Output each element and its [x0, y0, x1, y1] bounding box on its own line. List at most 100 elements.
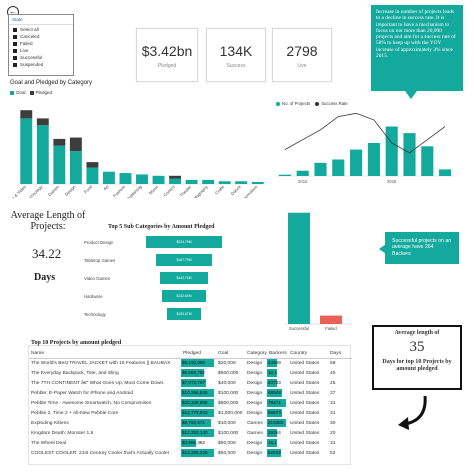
cell-category: Design: [247, 410, 263, 416]
category-tick-label: Film & Video: [8, 184, 27, 198]
bar-pledged: [119, 173, 132, 184]
bar-projects: [367, 143, 380, 176]
cell-category: Design: [247, 450, 263, 456]
cell-country: United States: [290, 420, 320, 426]
legend-swatch-goal: [10, 90, 14, 95]
cell-country: United States: [290, 440, 320, 446]
cell-pledged-bar: $9,192,056: [181, 359, 214, 368]
cell-backers-bar: 43733: [267, 379, 281, 387]
table-row[interactable]: Pebble: E-Paper Watch for iPhone and And…: [29, 388, 352, 398]
funnel-category-label: Product Design: [84, 240, 114, 245]
column-header[interactable]: Backers: [267, 350, 288, 359]
cell-pledged-bar: $12,393,140: [181, 429, 214, 437]
table-row[interactable]: The Everyday Backpack, Tote, and Sling $6…: [29, 368, 352, 378]
slicer-option[interactable]: Suspended: [9, 61, 73, 68]
table-row[interactable]: Kingdom Death: Monster 1.5 $12,393,140 $10…: [29, 428, 352, 438]
cell-pledged: $7,072,757: [181, 378, 216, 388]
checkbox-icon[interactable]: [13, 34, 17, 39]
checkbox-icon[interactable]: [13, 27, 17, 32]
table-row[interactable]: The Wheel Deal $3,985,482 $50,000 Design 16,…: [29, 438, 352, 448]
bar-projects: [439, 169, 452, 176]
curved-arrow-icon: [398, 395, 427, 430]
cell-backers-bar: 44949: [267, 359, 281, 368]
table-row[interactable]: COOLEST COOLER: 21st Century Cooler that…: [29, 448, 352, 458]
slicer-option[interactable]: Successful: [9, 54, 73, 61]
bar-pledged: [86, 167, 99, 184]
bar-pledged: [136, 174, 148, 184]
category-tick-label: Comics: [162, 184, 175, 197]
state-slicer[interactable]: State Select all Canceled Failed Live Succes…: [8, 14, 74, 76]
kpi-value: 134K: [219, 43, 253, 59]
bar-projects: [350, 149, 363, 176]
category-tick-label: Music: [148, 184, 159, 195]
cell-name: Pebble 2, Time 2 + All-New Pebble Core: [31, 410, 119, 416]
bar-projects: [296, 170, 309, 176]
checkbox-icon[interactable]: [13, 48, 17, 53]
cell-category: Design: [247, 370, 263, 376]
funnel-bar: $100.07M: [167, 308, 201, 320]
category-tick-label: Art: [102, 184, 110, 192]
cell-days: 31: [330, 440, 336, 446]
bar-backers: [320, 315, 342, 324]
table-row[interactable]: Pebble Time - Awesome Smartwatch, No Com…: [29, 398, 352, 408]
column-header[interactable]: Goal: [216, 350, 245, 359]
slicer-option-label: Suspended: [20, 62, 44, 67]
column-header[interactable]: Category: [245, 350, 267, 359]
slicer-option[interactable]: Select all: [9, 26, 73, 33]
cell-country: United States: [290, 390, 320, 396]
category-tick-label: Food: [83, 184, 94, 195]
cell-goal: $50,000: [218, 440, 236, 446]
checkbox-icon[interactable]: [13, 62, 17, 67]
cell-backers-bar: 68929: [267, 389, 283, 397]
column-header[interactable]: Country: [288, 350, 328, 359]
checkbox-icon[interactable]: [13, 41, 17, 46]
table-row[interactable]: The World's Best TRAVEL JACKET with 15 F…: [29, 358, 352, 368]
bar-pledged: [69, 151, 82, 184]
column-header[interactable]: Name: [29, 350, 181, 359]
funnel-bar: $167.79M: [155, 254, 213, 266]
legend-swatch-pledged: [29, 90, 34, 95]
bar-pledged: [202, 179, 215, 184]
cell-backers: 68929: [267, 388, 288, 398]
kpi-card-success: 134K Success: [206, 28, 266, 82]
cell-pledged-bar: $10,266,845: [181, 389, 214, 397]
cell-name: The Everyday Backpack, Tote, and Sling: [31, 370, 119, 376]
cell-days: 30: [330, 420, 336, 426]
cell-name: Pebble Time - Awesome Smartwatch, No Com…: [31, 400, 152, 406]
category-tick-label: Journalism: [241, 184, 259, 198]
cell-category: Design: [247, 400, 263, 406]
table-row[interactable]: Exploding Kittens $8,782,571 $10,000 Games 2…: [29, 418, 352, 428]
subcategory-funnel-chart: Product Design $224.79M Tabletop Games $167…: [84, 236, 274, 336]
avg-box-title: Average length of: [394, 330, 440, 336]
slicer-option[interactable]: Failed: [9, 40, 73, 47]
cell-pledged: $9,192,056: [181, 358, 216, 368]
table-row[interactable]: Pebble 2, Time 2 + All-New Pebble Core $1…: [29, 408, 352, 418]
slicer-option[interactable]: Canceled: [9, 33, 73, 40]
cell-category: Games: [247, 420, 263, 426]
column-header[interactable]: Pledged: [181, 350, 216, 359]
cell-backers-bar: 62642: [267, 449, 281, 457]
category-tick-label: Design: [64, 184, 77, 197]
bar-pledged: [20, 118, 33, 184]
bar-projects: [314, 162, 327, 176]
slicer-option[interactable]: Live: [9, 47, 73, 54]
bar-projects: [421, 146, 434, 176]
avg-length-label: Average Length of Projects:: [10, 210, 86, 232]
cell-pledged: $8,782,571: [181, 418, 216, 428]
insight-callout: Increase in number of projects leads to …: [371, 5, 463, 91]
cell-days: 25: [330, 380, 336, 386]
cell-days: 45: [330, 370, 336, 376]
backers-callout-pointer: [379, 244, 386, 254]
cell-pledged-bar: $3,985,482: [181, 439, 205, 447]
cell-pledged: $10,266,845: [181, 388, 216, 398]
cell-goal: $10,000: [218, 420, 236, 426]
table-row[interactable]: The 7TH CONTINENT â€“ What Goes Up, Must…: [29, 378, 352, 388]
column-header[interactable]: Days: [328, 350, 352, 359]
checkbox-icon[interactable]: [13, 55, 17, 60]
category-tick-label: Fashion: [112, 184, 127, 198]
funnel-bar: $132.84M: [161, 290, 207, 302]
kpi-value: $3.42bn: [141, 43, 193, 59]
cell-goal: $500,000: [218, 400, 239, 406]
funnel-bar: $142.76M: [159, 272, 209, 284]
funnel-category-label: Video Games: [84, 276, 110, 281]
